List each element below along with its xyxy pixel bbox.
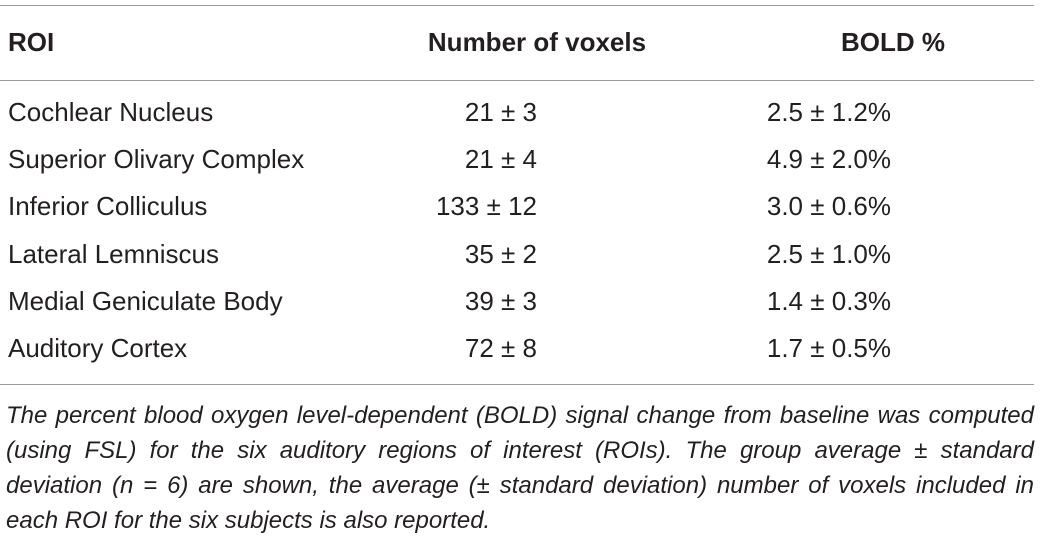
top-rule (0, 5, 1034, 6)
data-cell: 133 ± 12 (435, 191, 537, 222)
header-cell: BOLD % (841, 27, 945, 57)
row-label: Cochlear Nucleus (8, 97, 214, 127)
header-cell: ROI (8, 27, 55, 57)
data-cell: 3.0 ± 0.6% (766, 191, 891, 222)
data-cell: 4.9 ± 2.0% (766, 144, 891, 175)
row-label: Inferior Colliculus (8, 191, 208, 222)
row-label: Auditory Cortex (8, 333, 188, 363)
data-cell: 35 ± 2 (464, 238, 537, 269)
data-cell: 2.5 ± 1.2% (766, 97, 891, 127)
data-cell: 21 ± 3 (464, 97, 537, 127)
data-cell: 1.7 ± 0.5% (766, 333, 891, 363)
row-label: Lateral Lemniscus (8, 238, 219, 269)
data-cell: 39 ± 3 (464, 285, 537, 316)
row-label: Superior Olivary Complex (8, 144, 305, 175)
data-cell: 21 ± 4 (464, 144, 537, 175)
data-cell: 1.4 ± 0.3% (766, 285, 891, 316)
data-cell: 72 ± 8 (464, 333, 537, 363)
data-cell: 2.5 ± 1.0% (766, 238, 891, 269)
header-cell: Number of voxels (427, 27, 647, 57)
bottom-rule (0, 384, 1034, 385)
row-label: Medial Geniculate Body (8, 285, 283, 316)
header-rule (0, 80, 1034, 81)
table-footnote: The percent blood oxygen level-dependent… (6, 402, 1034, 534)
